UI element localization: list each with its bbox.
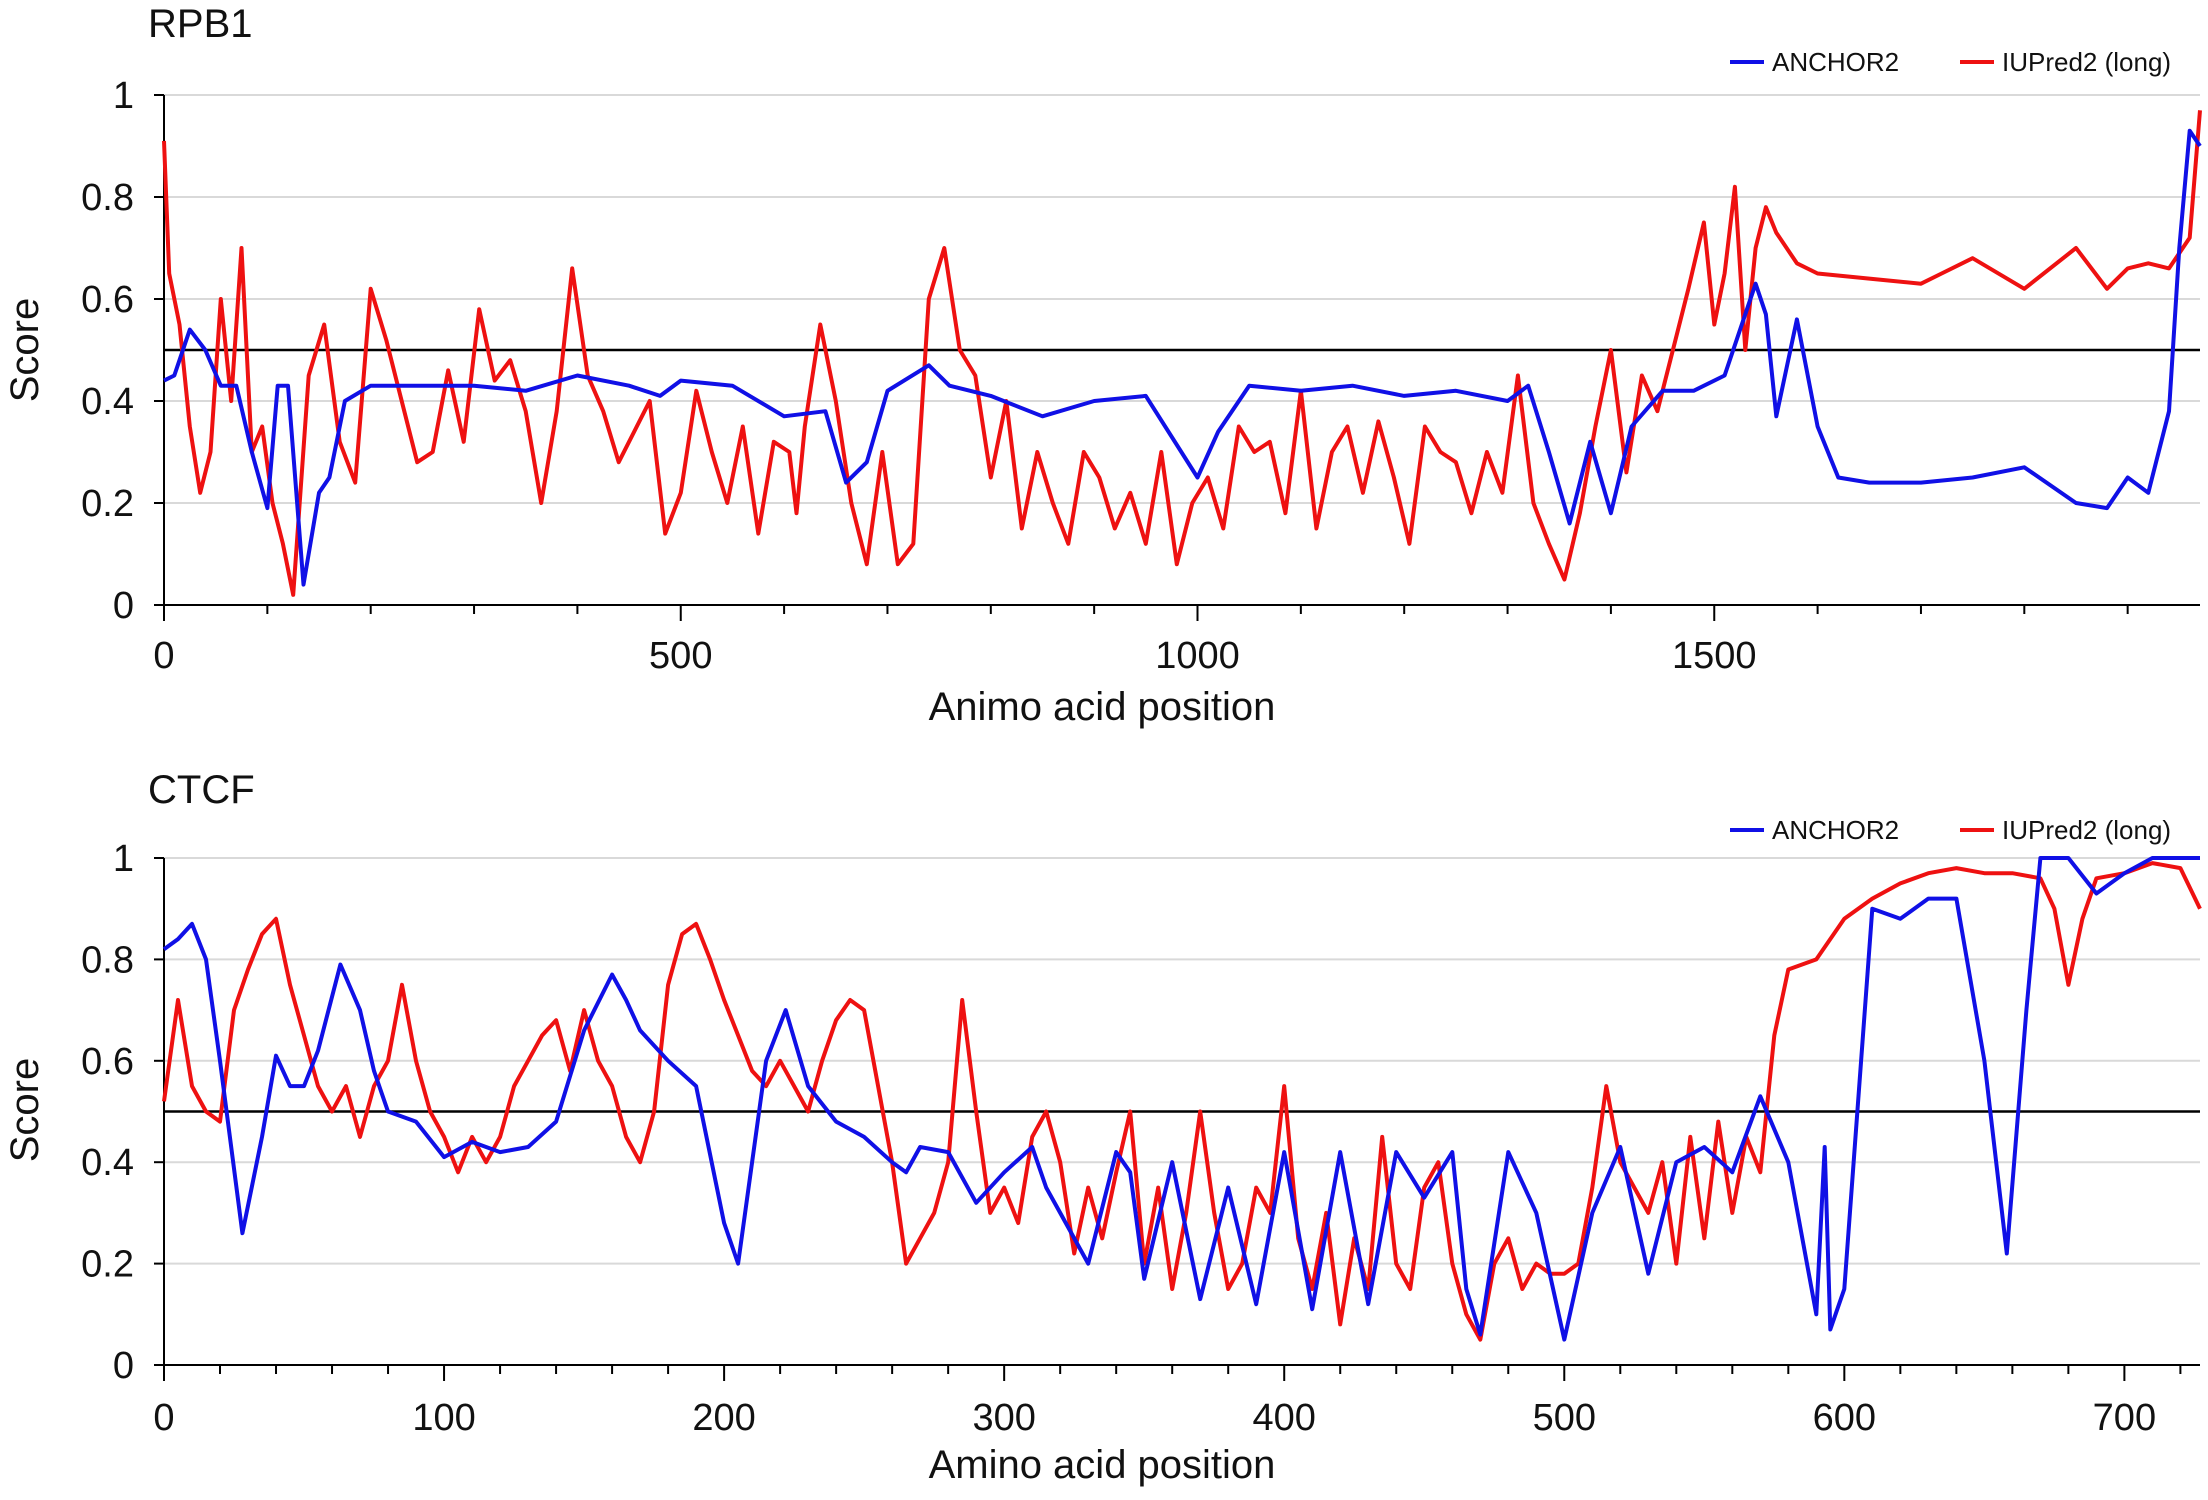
rpb1-chart-panel: RPB1 0 0.2 0.4 0.6 0.8 1 0 500 1000 1500 Animo aci… [3, 2, 2202, 729]
rpb1-xtick-label-3: 1500 [1672, 635, 1757, 677]
rpb1-ytick-label-3: 0.6 [81, 279, 134, 321]
rpb1-chart-svg: 0 0.2 0.4 0.6 0.8 1 0 500 1000 1500 Animo acid pos… [3, 47, 2202, 729]
ctcf-ytick-label-4: 0.8 [81, 939, 134, 981]
ctcf-xtick-label-0: 0 [153, 1397, 174, 1439]
rpb1-chart-title: RPB1 [148, 2, 253, 46]
ctcf-ytick-label-3: 0.6 [81, 1041, 134, 1083]
ctcf-xtick-label-6: 600 [1813, 1397, 1876, 1439]
rpb1-series-iupred2-line [162, 110, 2202, 597]
rpb1-legend-label-anchor2: ANCHOR2 [1772, 47, 1899, 77]
ctcf-xtick-label-1: 100 [412, 1397, 475, 1439]
ctcf-ytick-label-0: 0 [113, 1345, 134, 1387]
rpb1-xtick-label-2: 1000 [1155, 635, 1240, 677]
ctcf-series-anchor2-line [162, 856, 2200, 1342]
rpb1-x-axis-label: Animo acid position [929, 685, 1276, 729]
ctcf-xtick-label-4: 400 [1253, 1397, 1316, 1439]
ctcf-chart-title: CTCF [148, 768, 255, 812]
ctcf-chart-panel: CTCF 0 0.2 0.4 0.6 0.8 1 0 100 200 300 400 500 600 70… [0, 750, 2208, 1500]
rpb1-ytick-label-4: 0.8 [81, 177, 134, 219]
ctcf-ytick-label-5: 1 [113, 838, 134, 880]
rpb1-xtick-label-0: 0 [153, 635, 174, 677]
rpb1-series-anchor2-line [163, 128, 2202, 587]
ctcf-legend-label-anchor2: ANCHOR2 [1772, 815, 1899, 845]
ctcf-xtick-label-7: 700 [2093, 1397, 2156, 1439]
ctcf-x-axis-label: Amino acid position [929, 1443, 1276, 1487]
rpb1-ytick-label-2: 0.4 [81, 381, 134, 423]
rpb1-y-axis-label: Score [3, 298, 47, 403]
rpb1-legend-label-iupred2: IUPred2 (long) [2002, 47, 2171, 77]
ctcf-xtick-label-3: 300 [972, 1397, 1035, 1439]
rpb1-xtick-label-1: 500 [649, 635, 712, 677]
rpb1-ytick-label-5: 1 [113, 75, 134, 117]
rpb1-ytick-label-1: 0.2 [81, 483, 134, 525]
ctcf-series-iupred2-line [162, 861, 2202, 1342]
rpb1-ytick-label-0: 0 [113, 585, 134, 627]
ctcf-ytick-label-2: 0.4 [81, 1142, 134, 1184]
ctcf-xtick-label-5: 500 [1533, 1397, 1596, 1439]
ctcf-chart-svg: 0 0.2 0.4 0.6 0.8 1 0 100 200 300 400 500 600 700 Amin… [3, 815, 2202, 1487]
ctcf-y-axis-label: Score [3, 1058, 47, 1163]
ctcf-xtick-label-2: 200 [692, 1397, 755, 1439]
ctcf-ytick-label-1: 0.2 [81, 1244, 134, 1286]
ctcf-legend-label-iupred2: IUPred2 (long) [2002, 815, 2171, 845]
